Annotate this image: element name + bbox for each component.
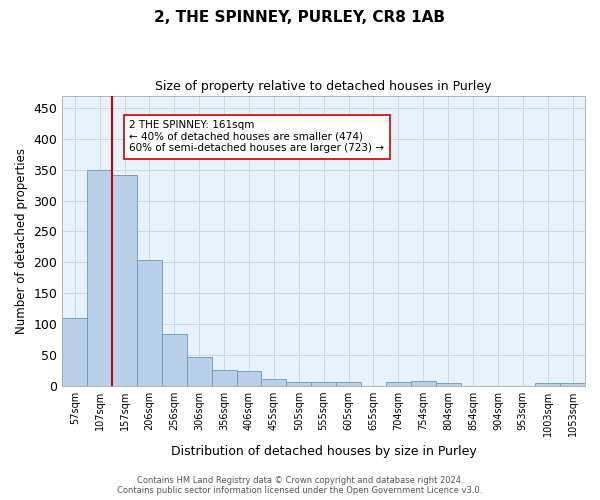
- X-axis label: Distribution of detached houses by size in Purley: Distribution of detached houses by size …: [171, 444, 476, 458]
- Bar: [137, 260, 162, 386]
- Text: 2 THE SPINNEY: 161sqm
← 40% of detached houses are smaller (474)
60% of semi-det: 2 THE SPINNEY: 161sqm ← 40% of detached …: [130, 120, 385, 154]
- Text: Contains HM Land Registry data © Crown copyright and database right 2024.
Contai: Contains HM Land Registry data © Crown c…: [118, 476, 482, 495]
- Bar: [311, 382, 336, 386]
- Bar: [112, 174, 137, 386]
- Bar: [535, 384, 560, 386]
- Bar: [87, 170, 112, 386]
- Bar: [560, 384, 585, 386]
- Bar: [212, 370, 236, 386]
- Bar: [386, 382, 411, 386]
- Bar: [236, 371, 262, 386]
- Bar: [436, 384, 461, 386]
- Title: Size of property relative to detached houses in Purley: Size of property relative to detached ho…: [155, 80, 492, 93]
- Bar: [187, 357, 212, 386]
- Text: 2, THE SPINNEY, PURLEY, CR8 1AB: 2, THE SPINNEY, PURLEY, CR8 1AB: [155, 10, 445, 25]
- Bar: [336, 382, 361, 386]
- Bar: [162, 334, 187, 386]
- Y-axis label: Number of detached properties: Number of detached properties: [15, 148, 28, 334]
- Bar: [286, 382, 311, 386]
- Bar: [62, 318, 87, 386]
- Bar: [411, 381, 436, 386]
- Bar: [262, 379, 286, 386]
